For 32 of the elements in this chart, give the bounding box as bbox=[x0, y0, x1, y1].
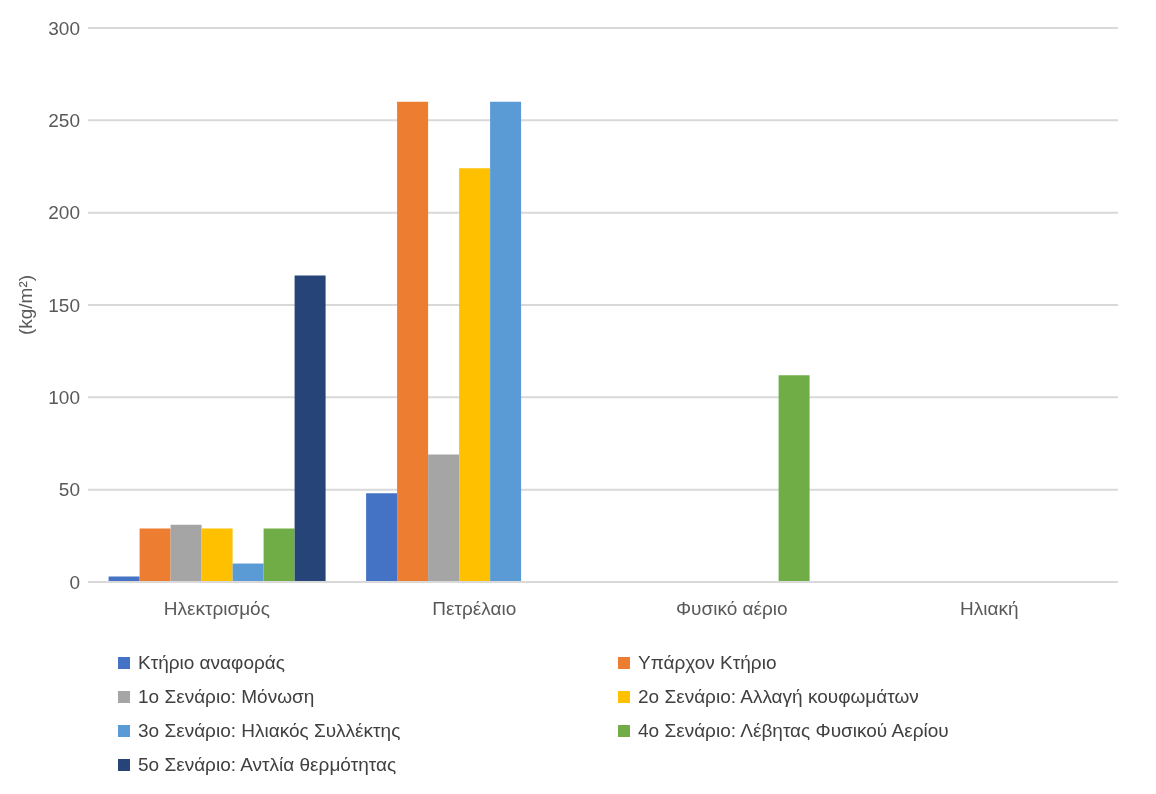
bar bbox=[778, 375, 810, 582]
bar bbox=[139, 528, 171, 582]
y-tick-label: 200 bbox=[48, 202, 80, 224]
bar bbox=[263, 528, 295, 582]
bar bbox=[459, 168, 491, 582]
x-tick-label: Ηλεκτρισμός bbox=[163, 598, 270, 620]
bar bbox=[170, 524, 202, 582]
x-tick-label: Φυσικό αέριο bbox=[675, 598, 788, 620]
y-tick-label: 100 bbox=[48, 387, 80, 409]
legend-label: Υπάρχον Κτήριο bbox=[638, 652, 777, 674]
legend-label: 1ο Σενάριο: Μόνωση bbox=[138, 686, 315, 708]
y-tick-label: 150 bbox=[48, 294, 80, 316]
legend-label: 5ο Σενάριο: Αντλία θερμότητας bbox=[138, 754, 397, 776]
x-tick-label: Πετρέλαιο bbox=[432, 598, 517, 620]
bar bbox=[366, 493, 398, 582]
bar bbox=[108, 576, 140, 582]
legend-label: 2ο Σενάριο: Αλλαγή κουφωμάτων bbox=[638, 686, 919, 708]
bar bbox=[397, 101, 429, 582]
bar bbox=[201, 528, 233, 582]
legend-label: Κτήριο αναφοράς bbox=[138, 652, 285, 674]
y-tick-label: 250 bbox=[48, 110, 80, 132]
bar bbox=[428, 454, 460, 582]
x-tick-label: Ηλιακή bbox=[960, 598, 1019, 620]
y-tick-label: 50 bbox=[58, 479, 80, 501]
bar bbox=[490, 101, 522, 582]
legend-label: 4ο Σενάριο: Λέβητας Φυσικού Αερίου bbox=[638, 720, 949, 742]
bar bbox=[294, 275, 326, 582]
y-axis-title: (kg/m²) bbox=[15, 274, 36, 336]
y-tick-label: 300 bbox=[48, 17, 80, 39]
bar bbox=[232, 563, 264, 582]
legend-label: 3ο Σενάριο: Ηλιακός Συλλέκτης bbox=[138, 720, 401, 742]
y-tick-label: 0 bbox=[69, 571, 80, 593]
